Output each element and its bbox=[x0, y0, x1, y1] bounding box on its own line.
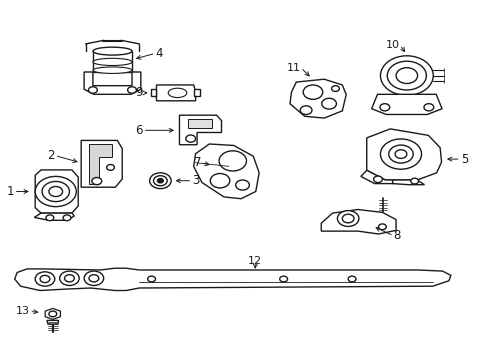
Circle shape bbox=[378, 224, 386, 230]
Ellipse shape bbox=[93, 58, 132, 66]
Polygon shape bbox=[81, 140, 122, 187]
Circle shape bbox=[303, 85, 322, 99]
Polygon shape bbox=[35, 170, 78, 213]
Polygon shape bbox=[89, 144, 112, 184]
Circle shape bbox=[89, 275, 99, 282]
Polygon shape bbox=[84, 72, 141, 94]
Circle shape bbox=[149, 173, 171, 189]
Text: 11: 11 bbox=[286, 63, 300, 73]
Circle shape bbox=[84, 271, 103, 285]
Circle shape bbox=[321, 98, 336, 109]
Ellipse shape bbox=[380, 56, 432, 95]
Polygon shape bbox=[360, 170, 392, 184]
Polygon shape bbox=[366, 129, 441, 180]
Circle shape bbox=[347, 276, 355, 282]
Polygon shape bbox=[47, 320, 59, 324]
Circle shape bbox=[42, 181, 69, 202]
Circle shape bbox=[235, 180, 249, 190]
Polygon shape bbox=[93, 51, 132, 72]
Circle shape bbox=[185, 135, 195, 142]
Circle shape bbox=[337, 211, 358, 226]
Ellipse shape bbox=[93, 47, 132, 55]
Circle shape bbox=[300, 106, 311, 114]
Circle shape bbox=[388, 145, 412, 163]
Circle shape bbox=[373, 176, 382, 183]
Text: 5: 5 bbox=[460, 153, 467, 166]
Polygon shape bbox=[156, 85, 195, 101]
Circle shape bbox=[423, 104, 433, 111]
Circle shape bbox=[279, 276, 287, 282]
Text: 12: 12 bbox=[248, 256, 262, 266]
Circle shape bbox=[35, 176, 76, 207]
Polygon shape bbox=[371, 94, 441, 114]
Text: 8: 8 bbox=[393, 229, 400, 242]
Circle shape bbox=[342, 214, 353, 223]
Circle shape bbox=[60, 271, 79, 285]
Circle shape bbox=[35, 272, 55, 286]
Circle shape bbox=[40, 275, 50, 283]
Polygon shape bbox=[45, 309, 61, 319]
Polygon shape bbox=[392, 180, 424, 185]
Circle shape bbox=[63, 215, 71, 221]
Text: 9: 9 bbox=[135, 86, 142, 99]
Polygon shape bbox=[179, 115, 221, 145]
Polygon shape bbox=[150, 89, 156, 96]
Text: 6: 6 bbox=[135, 124, 142, 137]
Circle shape bbox=[394, 150, 406, 158]
Polygon shape bbox=[193, 89, 199, 96]
Circle shape bbox=[210, 174, 229, 188]
Circle shape bbox=[380, 139, 421, 169]
Circle shape bbox=[127, 87, 136, 93]
Circle shape bbox=[49, 186, 62, 197]
Circle shape bbox=[88, 87, 97, 93]
Polygon shape bbox=[193, 144, 259, 199]
Polygon shape bbox=[188, 119, 211, 128]
Text: 13: 13 bbox=[15, 306, 29, 316]
Circle shape bbox=[64, 275, 74, 282]
Text: 4: 4 bbox=[155, 47, 163, 60]
Circle shape bbox=[46, 215, 54, 221]
Circle shape bbox=[379, 104, 389, 111]
Polygon shape bbox=[15, 268, 450, 291]
Ellipse shape bbox=[168, 88, 186, 98]
Circle shape bbox=[386, 61, 426, 90]
Circle shape bbox=[157, 179, 163, 183]
Text: 2: 2 bbox=[47, 149, 55, 162]
Circle shape bbox=[153, 176, 167, 186]
Text: 7: 7 bbox=[194, 156, 201, 169]
Text: 1: 1 bbox=[6, 185, 14, 198]
Circle shape bbox=[49, 311, 57, 317]
Circle shape bbox=[92, 177, 102, 185]
Ellipse shape bbox=[93, 67, 132, 73]
Polygon shape bbox=[321, 210, 395, 234]
Polygon shape bbox=[34, 213, 74, 220]
Circle shape bbox=[106, 165, 114, 170]
Polygon shape bbox=[289, 79, 346, 118]
Text: 3: 3 bbox=[192, 174, 199, 187]
Circle shape bbox=[395, 68, 417, 84]
Circle shape bbox=[219, 151, 246, 171]
Circle shape bbox=[331, 86, 339, 91]
Text: 10: 10 bbox=[385, 40, 399, 50]
Circle shape bbox=[410, 178, 418, 184]
Circle shape bbox=[147, 276, 155, 282]
